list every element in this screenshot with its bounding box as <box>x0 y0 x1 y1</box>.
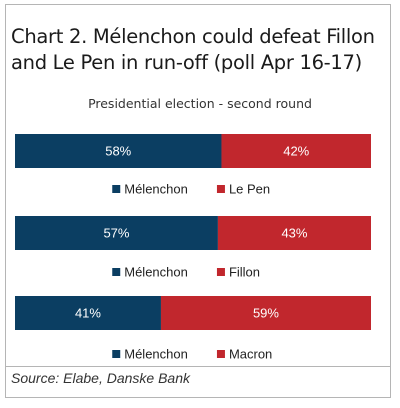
bar-segment-2-m-lenchon <box>15 216 218 250</box>
legend-swatch <box>112 185 121 193</box>
chart-subtitle: Presidential election - second round <box>88 96 312 111</box>
bar-value-label: 42% <box>283 144 309 159</box>
chart-title: Chart 2. Mélenchon could defeat Fillon a… <box>11 25 375 74</box>
legend-label: Macron <box>229 347 272 362</box>
bar-value-label: 58% <box>105 144 131 159</box>
legend-swatch <box>112 350 121 358</box>
bar-value-label: 43% <box>281 226 307 241</box>
legend-swatch <box>216 268 225 276</box>
bar-segment-1-le-pen <box>221 134 371 168</box>
legend-label: Mélenchon <box>124 347 188 362</box>
legend-swatch <box>216 350 225 358</box>
legend-label: Mélenchon <box>124 182 188 197</box>
legend-swatch <box>216 185 225 193</box>
legend-label: Fillon <box>229 265 260 280</box>
chart-source: Source: Elabe, Danske Bank <box>11 370 190 386</box>
footer-divider <box>5 366 391 367</box>
bar-value-label: 59% <box>253 306 279 321</box>
bar-value-label: 41% <box>75 306 101 321</box>
legend-label: Le Pen <box>229 182 270 197</box>
legend-swatch <box>112 268 121 276</box>
bar-segment-3-m-lenchon <box>15 296 161 330</box>
bar-segment-2-fillon <box>217 216 371 250</box>
bar-segment-3-macron <box>160 296 371 330</box>
bar-value-label: 57% <box>103 226 129 241</box>
chart-frame <box>5 4 391 398</box>
legend-label: Mélenchon <box>124 265 188 280</box>
bar-segment-1-m-lenchon <box>15 134 222 168</box>
